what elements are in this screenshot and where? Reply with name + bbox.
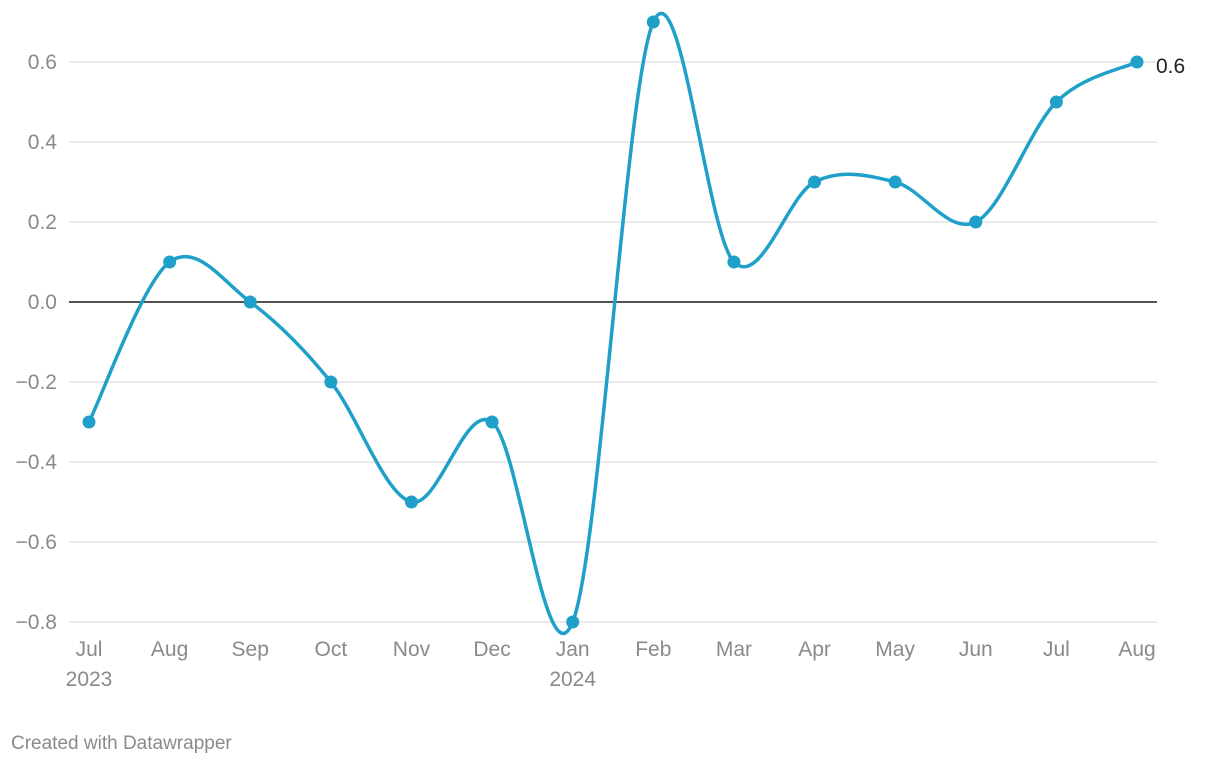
grid-lines	[69, 61, 1157, 623]
x-tick-label: Feb	[635, 638, 671, 661]
data-point	[163, 255, 177, 269]
x-tick-label: Jun	[959, 638, 993, 661]
data-point	[646, 15, 660, 29]
x-tick-label: Aug	[1118, 638, 1155, 661]
x-tick-label: Jul	[1043, 638, 1070, 661]
y-tick-label: 0.6	[28, 51, 57, 74]
x-tick-label: May	[875, 638, 915, 661]
value-labels: 0.6	[1156, 55, 1185, 78]
x-axis: Jul 2023 Aug Sep Oct Nov Dec Jan 2024 Feb Mar Apr Ma…	[66, 638, 1156, 691]
y-tick-label: 0.2	[28, 211, 57, 234]
x-tick-year-label: 2023	[66, 668, 113, 691]
data-point	[888, 175, 902, 189]
data-point	[727, 255, 741, 269]
data-point	[485, 415, 499, 429]
x-tick-label: Jul	[76, 638, 103, 661]
series-line-layer	[87, 11, 1139, 636]
data-point	[1130, 55, 1144, 69]
x-tick-label: Oct	[315, 638, 348, 661]
x-tick-label: Mar	[716, 638, 752, 661]
data-point	[566, 615, 580, 629]
end-value-label: 0.6	[1156, 55, 1185, 78]
chart-credit: Created with Datawrapper	[11, 733, 232, 754]
y-axis: 0.6 0.4 0.2 0.0 −0.2 −0.4 −0.6 −0.8	[16, 51, 58, 634]
data-points	[82, 15, 1144, 629]
x-tick-label: Dec	[473, 638, 510, 661]
data-point	[808, 175, 822, 189]
x-tick-label: Apr	[798, 638, 831, 661]
y-tick-label: −0.6	[16, 531, 57, 554]
data-point	[969, 215, 983, 229]
x-tick-label: Sep	[232, 638, 269, 661]
x-tick-label: Nov	[393, 638, 431, 661]
x-tick-label: Aug	[151, 638, 188, 661]
y-tick-label: −0.4	[16, 451, 58, 474]
data-point	[243, 295, 257, 309]
line-chart: 0.6 0.4 0.2 0.0 −0.2 −0.4 −0.6 −0.8 Jul 2023 Aug S…	[16, 11, 1185, 691]
data-point	[82, 415, 96, 429]
data-point	[404, 495, 418, 509]
y-tick-label: 0.4	[28, 131, 58, 154]
series-line	[87, 11, 1139, 636]
y-tick-label: −0.8	[16, 611, 57, 634]
data-point	[1049, 95, 1063, 109]
x-tick-label: Jan	[556, 638, 590, 661]
y-tick-label: 0.0	[28, 291, 57, 314]
data-point	[324, 375, 338, 389]
y-tick-label: −0.2	[16, 371, 57, 394]
x-tick-year-label: 2024	[549, 668, 596, 691]
